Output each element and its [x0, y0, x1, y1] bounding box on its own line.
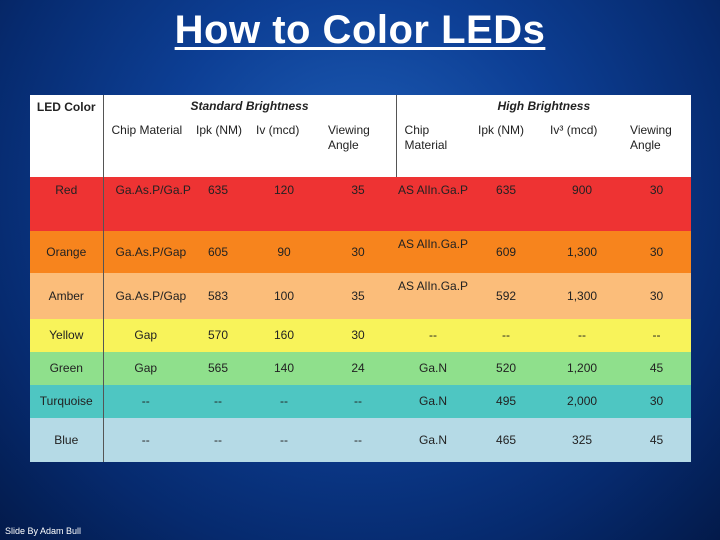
led-color-cell: Yellow: [30, 319, 104, 352]
high-chip-cell: AS AlIn.Ga.P: [396, 177, 471, 231]
std-iv-cell: 120: [248, 177, 320, 231]
std-angle-cell: 35: [320, 273, 397, 319]
std-chip-cell: Gap: [103, 352, 188, 385]
std-iv-cell: 140: [248, 352, 320, 385]
header-high-iv: Iv³ (mcd): [542, 117, 623, 177]
high-iv-cell: --: [542, 319, 623, 352]
std-angle-cell: 35: [320, 177, 397, 231]
std-chip-cell: Gap: [103, 319, 188, 352]
high-ipk-cell: --: [470, 319, 543, 352]
std-ipk-cell: 583: [188, 273, 248, 319]
table-row-orange: Orange Ga.As.P/Gap 605 90 30 AS AlIn.Ga.…: [30, 231, 692, 273]
header-high-chip-material: Chip Material: [395, 117, 471, 177]
high-ipk-cell: 495: [470, 385, 543, 418]
high-chip-cell: Ga.N: [396, 418, 471, 462]
led-color-cell: Blue: [30, 418, 104, 462]
high-iv-cell: 1,200: [542, 352, 623, 385]
high-iv-cell: 1,300: [542, 231, 623, 273]
high-angle-cell: 30: [622, 273, 692, 319]
slide-footer-credit: Slide By Adam Bull: [5, 526, 82, 536]
std-iv-cell: 160: [248, 319, 320, 352]
high-iv-cell: 2,000: [542, 385, 623, 418]
table-row-amber: Amber Ga.As.P/Gap 583 100 35 AS AlIn.Ga.…: [30, 273, 692, 319]
std-ipk-cell: 570: [188, 319, 248, 352]
table-row-red: Red Ga.As.P/Ga.P 635 120 35 AS AlIn.Ga.P…: [30, 177, 692, 231]
std-angle-cell: 30: [320, 231, 397, 273]
header-high-ipk: Ipk (NM): [470, 117, 543, 177]
std-iv-cell: --: [248, 418, 320, 462]
high-angle-cell: 30: [622, 231, 692, 273]
header-std-iv: Iv (mcd): [248, 117, 320, 177]
high-chip-cell: Ga.N: [396, 352, 471, 385]
std-chip-cell: --: [103, 418, 188, 462]
std-iv-cell: 90: [248, 231, 320, 273]
slide-title: How to Color LEDs: [174, 8, 546, 52]
led-color-cell: Amber: [30, 273, 104, 319]
high-angle-cell: --: [622, 319, 692, 352]
table-row-yellow: Yellow Gap 570 160 30 -- -- -- --: [30, 319, 692, 352]
high-chip-cell: AS AlIn.Ga.P: [396, 273, 471, 319]
header-std-ipk: Ipk (NM): [188, 117, 248, 177]
high-angle-cell: 45: [622, 352, 692, 385]
high-ipk-cell: 592: [470, 273, 543, 319]
high-ipk-cell: 465: [470, 418, 543, 462]
high-chip-cell: AS AlIn.Ga.P: [396, 231, 471, 273]
high-chip-cell: --: [396, 319, 471, 352]
std-angle-cell: --: [320, 418, 397, 462]
std-angle-cell: 24: [320, 352, 397, 385]
high-angle-cell: 45: [622, 418, 692, 462]
table-row-blue: Blue -- -- -- -- Ga.N 465 325 45: [30, 418, 692, 462]
high-ipk-cell: 609: [470, 231, 543, 273]
led-color-cell: Red: [30, 177, 104, 231]
std-chip-cell: Ga.As.P/Gap: [103, 231, 188, 273]
high-ipk-cell: 635: [470, 177, 543, 231]
high-iv-cell: 900: [542, 177, 623, 231]
std-ipk-cell: 635: [188, 177, 248, 231]
header-high-viewing-angle: Viewing Angle: [622, 117, 692, 177]
high-angle-cell: 30: [622, 177, 692, 231]
high-angle-cell: 30: [622, 385, 692, 418]
high-ipk-cell: 520: [470, 352, 543, 385]
table-row-green: Green Gap 565 140 24 Ga.N 520 1,200 45: [30, 352, 692, 385]
header-std-viewing-angle: Viewing Angle: [320, 117, 397, 177]
std-chip-cell: Ga.As.P/Gap: [103, 273, 188, 319]
std-ipk-cell: 565: [188, 352, 248, 385]
std-ipk-cell: --: [188, 385, 248, 418]
std-iv-cell: 100: [248, 273, 320, 319]
std-chip-cell: --: [103, 385, 188, 418]
high-iv-cell: 1,300: [542, 273, 623, 319]
std-ipk-cell: 605: [188, 231, 248, 273]
std-angle-cell: --: [320, 385, 397, 418]
std-angle-cell: 30: [320, 319, 397, 352]
high-iv-cell: 325: [542, 418, 623, 462]
led-color-cell: Orange: [30, 231, 104, 273]
led-color-cell: Green: [30, 352, 104, 385]
std-ipk-cell: --: [188, 418, 248, 462]
led-color-cell: Turquoise: [30, 385, 104, 418]
header-high-brightness: High Brightness: [395, 95, 692, 117]
std-chip-cell: Ga.As.P/Ga.P: [103, 177, 191, 231]
led-color-table: LED Color Standard Brightness High Brigh…: [30, 95, 692, 462]
std-iv-cell: --: [248, 385, 320, 418]
header-std-chip-material: Chip Material: [103, 117, 188, 177]
header-led-color: LED Color: [30, 95, 104, 177]
high-chip-cell: Ga.N: [396, 385, 471, 418]
table-row-turquoise: Turquoise -- -- -- -- Ga.N 495 2,000 30: [30, 385, 692, 418]
header-standard-brightness: Standard Brightness: [103, 95, 397, 117]
